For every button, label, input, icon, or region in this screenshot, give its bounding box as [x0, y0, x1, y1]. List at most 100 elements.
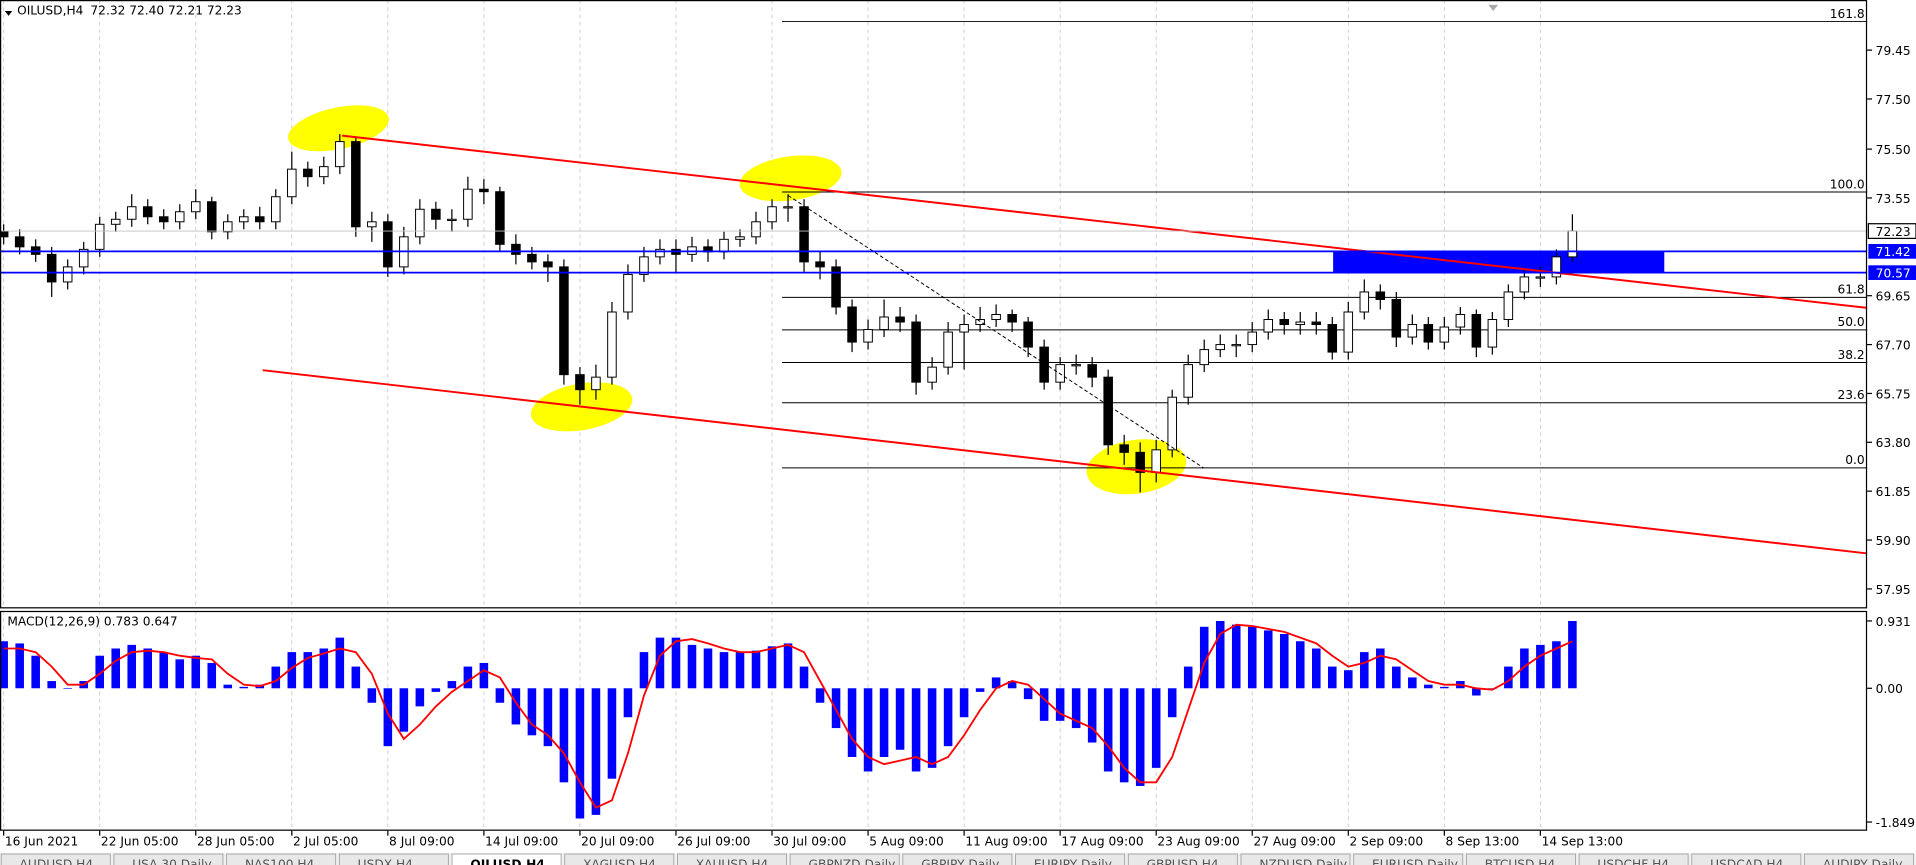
candle-body [735, 236, 745, 240]
macd-bar [223, 684, 233, 689]
candle-body [94, 223, 105, 250]
level-label: 70.57 [1876, 267, 1911, 281]
candle-body [927, 366, 937, 383]
candles-layer [0, 134, 1578, 493]
tab-label[interactable]: USDCAD,H4 [1710, 858, 1783, 865]
tab[interactable] [1578, 853, 1689, 865]
candle-body [527, 253, 537, 263]
candle-body [863, 329, 873, 343]
tab-label[interactable]: NAS100,H4 [245, 858, 315, 865]
tab[interactable] [113, 853, 224, 865]
tab-label[interactable]: USDX,H4 [358, 858, 413, 865]
candle-body [943, 331, 953, 368]
tab-label[interactable]: EURUSD,Daily [1372, 858, 1458, 865]
x-tick-label: 2 Jul 05:00 [293, 834, 358, 848]
tab-label[interactable]: USDCHF,H4 [1597, 858, 1669, 865]
macd-bar [1344, 670, 1353, 689]
macd-bar [1023, 688, 1033, 700]
candle-body [1279, 319, 1290, 326]
tab[interactable] [902, 853, 1013, 865]
tab[interactable] [1465, 853, 1576, 865]
candle-body [1183, 364, 1193, 398]
y-tick-label: 79.45 [1876, 44, 1911, 58]
macd-bar [671, 637, 681, 689]
tab-label[interactable]: USA 30,Daily [132, 858, 211, 865]
tab[interactable] [564, 853, 675, 865]
macd-bar [863, 688, 873, 772]
tab-label[interactable]: XAGUSD,H4 [583, 858, 656, 865]
macd-bar [527, 688, 537, 736]
macd-bar [1552, 641, 1561, 689]
tab[interactable] [1804, 853, 1914, 865]
tab[interactable] [1127, 853, 1238, 865]
tab-active[interactable] [451, 853, 562, 865]
tab-label[interactable]: AUDJPY,Daily [1823, 858, 1903, 865]
tab-label[interactable]: GBPJPY,Daily [921, 858, 999, 865]
tab-label[interactable]: XAUUSD,H4 [696, 858, 769, 865]
macd-bar [687, 644, 697, 689]
tab-label[interactable]: AUDUSD,H4 [20, 858, 94, 865]
fib-label: 23.6 [1838, 388, 1865, 402]
y-tick-label: 59.90 [1876, 534, 1911, 548]
candle-body [142, 206, 153, 218]
macd-bar [847, 688, 857, 758]
tab[interactable] [677, 853, 787, 865]
candle-body [815, 261, 825, 268]
macd-bar [303, 652, 313, 689]
macd-bar [783, 643, 793, 689]
candle-body [223, 221, 233, 233]
macd-bar [15, 643, 24, 689]
candle-body [511, 243, 521, 255]
y-tick-label: 57.95 [1876, 583, 1911, 597]
macd-bar [319, 648, 329, 689]
macd-bar [191, 655, 201, 689]
candle-body [975, 319, 985, 326]
tab[interactable] [1353, 853, 1464, 865]
candle-body [623, 273, 633, 313]
candle-body [1567, 230, 1578, 258]
macd-bar [207, 662, 217, 689]
tab[interactable] [1691, 853, 1802, 865]
candle-body [639, 256, 649, 275]
candle-body [1103, 376, 1113, 446]
menu-arrow[interactable] [4, 10, 13, 16]
macd-bar [1231, 624, 1241, 689]
macd-bar [1199, 626, 1209, 689]
macd-bar [1119, 688, 1129, 783]
fib-label: 38.2 [1838, 348, 1865, 362]
tab-label[interactable]: GBPNZD,Daily [808, 858, 895, 865]
macd-bar [127, 644, 137, 689]
candle-body [1359, 291, 1370, 313]
x-tick-label: 8 Jul 09:00 [389, 834, 454, 848]
fib-trendline [787, 195, 1204, 469]
tab[interactable] [226, 853, 337, 865]
candle-body [1167, 396, 1177, 451]
tab[interactable] [0, 853, 111, 865]
macd-bar [415, 688, 425, 707]
x-tick-label: 17 Aug 09:00 [1061, 834, 1143, 848]
macd-bar [1520, 648, 1529, 689]
tab-label[interactable]: NZDUSD,Daily [1259, 858, 1347, 865]
candle-body [607, 311, 617, 378]
tab[interactable] [789, 853, 900, 865]
y-tick-label: 73.55 [1876, 192, 1911, 206]
macd-bar [895, 688, 905, 750]
macd-bar [1440, 686, 1449, 689]
candle-body [1311, 321, 1322, 326]
candle-body [383, 221, 393, 268]
tab-label[interactable]: EURJPY,Daily [1034, 858, 1112, 865]
candle-body [1295, 321, 1306, 326]
tab[interactable] [338, 853, 449, 865]
price-panel-border [0, 0, 1868, 609]
macd-bar [383, 688, 393, 747]
macd-bar [1247, 626, 1257, 689]
tab-label[interactable]: GBPUSD,H4 [1147, 858, 1219, 865]
tab-label[interactable]: BTCUSD,H4 [1485, 858, 1556, 865]
candle-body [1007, 314, 1017, 323]
macd-bar [1424, 684, 1433, 689]
macd-bar [607, 688, 617, 779]
tab[interactable] [1240, 853, 1351, 865]
tab-label[interactable]: OILUSD,H4 [470, 858, 544, 865]
tab[interactable] [1015, 853, 1126, 865]
candle-body [879, 316, 889, 331]
